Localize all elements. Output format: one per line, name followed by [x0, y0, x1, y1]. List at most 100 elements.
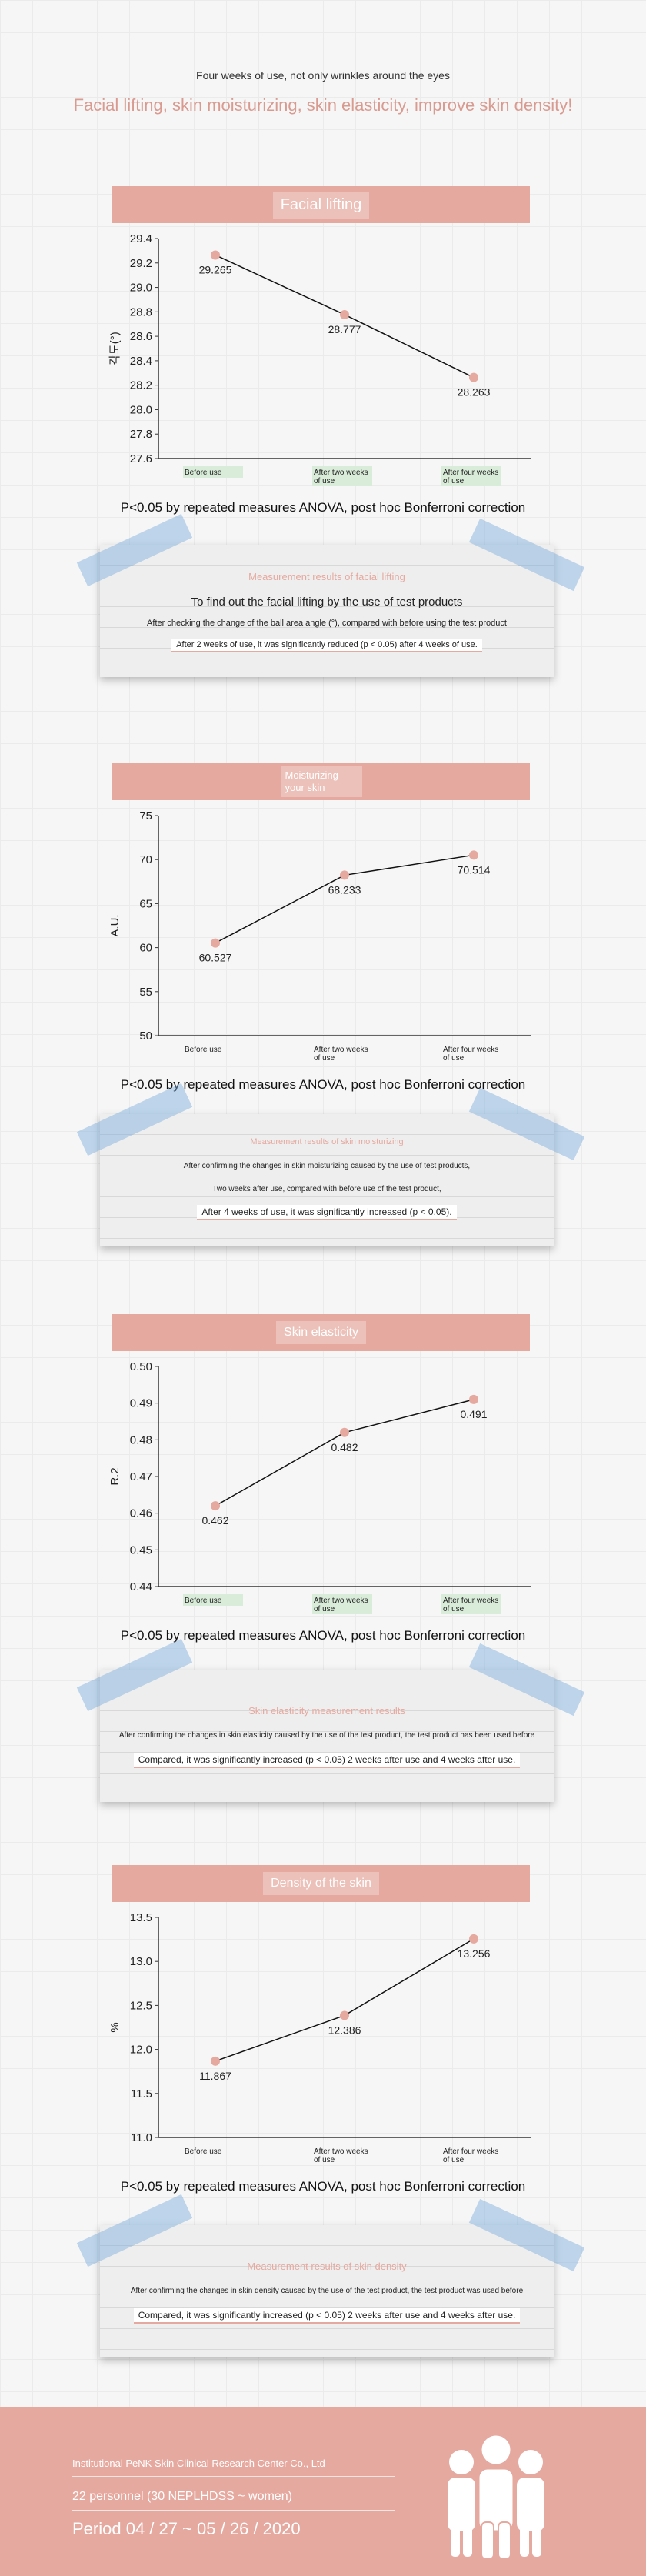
- card-title: Measurement results of skin density: [247, 2261, 407, 2272]
- y-tick-label: 11.0: [131, 2131, 152, 2144]
- y-tick-label: 13.5: [130, 1911, 152, 1924]
- footer-institution: Institutional PeNK Skin Clinical Researc…: [72, 2458, 325, 2469]
- chart-skin-density: 13.5 13.0 12.5 12.0 11.5 11.0% Before use After…: [108, 1911, 531, 2164]
- footer-period: Period 04 / 27 ~ 05 / 26 / 2020: [72, 2519, 301, 2538]
- data-label: 28.263: [458, 386, 491, 399]
- stat-note: P<0.05 by repeated measures ANOVA, post …: [120, 1628, 526, 1643]
- result-card-skin-elasticity: Skin elasticity measurement results Afte…: [76, 1638, 585, 1802]
- x-tick-label: Before use: [185, 1597, 222, 1605]
- y-axis-label: A.U.: [108, 914, 122, 936]
- card-title: Measurement results of skin moisturizing: [250, 1137, 404, 1146]
- y-tick-label: 28.0: [130, 403, 152, 416]
- y-tick-label: 0.50: [130, 1360, 152, 1373]
- x-tick-label: Before use: [185, 469, 222, 477]
- category-highlight: [441, 1594, 501, 1614]
- data-label: 68.233: [328, 883, 361, 896]
- footer: Institutional PeNK Skin Clinical Researc…: [0, 2407, 646, 2576]
- y-tick-label: 75: [139, 809, 152, 823]
- y-tick-label: 60: [139, 942, 152, 955]
- card-line-highlight: Compared, it was significantly increased…: [133, 1753, 521, 1768]
- card-title: Skin elasticity measurement results: [248, 1705, 405, 1717]
- section-label: Skin elasticity: [276, 1321, 366, 1344]
- data-point: [211, 250, 220, 260]
- series-line: [215, 1938, 475, 2062]
- chart-moisturizing: 75 70 65 60 55 50 A.U. Before use After two week…: [108, 809, 531, 1063]
- category-highlight: [441, 466, 501, 486]
- data-point: [469, 1394, 478, 1404]
- result-card-moisturizing: Measurement results of skin moisturizing…: [76, 1083, 585, 1246]
- stat-note: P<0.05 by repeated measures ANOVA, post …: [120, 2179, 526, 2194]
- y-tick-label: 13.0: [130, 1955, 152, 1968]
- section-label: Density of the skin: [263, 1872, 379, 1895]
- category-highlight: [312, 1594, 372, 1614]
- y-tick-label: 0.44: [130, 1580, 152, 1593]
- data-label: 28.777: [328, 323, 361, 335]
- y-tick-label: 12.0: [130, 2044, 152, 2057]
- data-point: [340, 870, 349, 880]
- y-axis-label: %: [108, 2022, 122, 2032]
- card-line: To find out the facial lifting by the us…: [191, 596, 463, 609]
- card-line: After confirming the changes in skin ela…: [118, 1731, 535, 1740]
- footer-personnel: 22 personnel (30 NEPLHDSS ~ women): [72, 2490, 292, 2503]
- y-tick-label: 50: [139, 1029, 152, 1043]
- x-tick-label: After two weeks of use: [314, 2147, 368, 2164]
- section-label: Facial lifting: [272, 191, 370, 219]
- data-label: 29.265: [199, 263, 232, 275]
- section-label: Moisturizing your skin: [280, 766, 362, 797]
- card-title: Measurement results of facial lifting: [248, 571, 405, 582]
- section-bar-moisturizing: Moisturizing your skin: [112, 763, 530, 800]
- data-label: 0.491: [460, 1408, 487, 1420]
- footer-divider: [72, 2476, 395, 2477]
- data-label: 12.386: [328, 2024, 361, 2036]
- data-label: 60.527: [199, 952, 232, 964]
- x-tick-label: After four weeks of use: [443, 469, 498, 486]
- data-label: 0.462: [201, 1514, 228, 1527]
- y-tick-label: 27.6: [130, 452, 152, 465]
- card-line: After confirming the changes in skin den…: [130, 2287, 524, 2295]
- intro-subtitle: Four weeks of use, not only wrinkles aro…: [196, 69, 450, 82]
- y-tick-label: 0.45: [130, 1543, 152, 1557]
- y-tick-label: 29.0: [130, 282, 152, 295]
- people-group-icon: [448, 2433, 544, 2560]
- footer-divider: [72, 2510, 395, 2511]
- category-highlight: [183, 466, 243, 478]
- data-point: [211, 938, 220, 948]
- series-line: [215, 854, 475, 944]
- chart-facial-lifting: 29.4 29.2 29.0 28.8 28.6 28.4 28.2 28.0 27.8 27.6…: [108, 232, 531, 486]
- category-highlight: [183, 1594, 243, 1606]
- y-tick-label: 0.49: [130, 1397, 152, 1410]
- data-point: [469, 850, 478, 860]
- data-point: [211, 2056, 220, 2066]
- y-tick-label: 29.2: [130, 257, 152, 270]
- section-bar-skin-density: Density of the skin: [112, 1865, 530, 1902]
- y-tick-label: 0.46: [130, 1507, 152, 1520]
- x-tick-label: After two weeks of use: [314, 1597, 368, 1613]
- stat-note: P<0.05 by repeated measures ANOVA, post …: [120, 500, 526, 515]
- intro-title: Facial lifting, skin moisturizing, skin …: [73, 95, 573, 115]
- y-tick-label: 65: [139, 897, 152, 910]
- data-label: 11.867: [199, 2070, 231, 2082]
- data-point: [340, 1427, 349, 1437]
- y-tick-label: 27.8: [130, 428, 152, 441]
- card-line: After confirming the changes in skin moi…: [183, 1162, 471, 1170]
- data-label: 0.482: [331, 1441, 358, 1453]
- tape-decoration: [76, 2194, 193, 2267]
- x-tick-label: After four weeks of use: [443, 1046, 498, 1063]
- y-tick-label: 55: [139, 986, 152, 999]
- section-bar-skin-elasticity: Skin elasticity: [112, 1314, 530, 1351]
- x-tick-label: After two weeks of use: [314, 1046, 368, 1063]
- x-tick-label: Before use: [185, 2147, 222, 2156]
- y-tick-label: 29.4: [130, 232, 152, 245]
- chart-skin-elasticity: 0.50 0.49 0.48 0.47 0.46 0.45 0.44 R.2 Before us…: [108, 1360, 531, 1614]
- result-card-facial-lifting: Measurement results of facial lifting To…: [76, 513, 585, 677]
- category-highlight: [312, 466, 372, 486]
- section-bar-facial-lifting: Facial lifting: [112, 186, 530, 223]
- data-label: 70.514: [458, 863, 491, 876]
- result-card-skin-density: Measurement results of skin density Afte…: [76, 2194, 585, 2357]
- stat-note: P<0.05 by repeated measures ANOVA, post …: [120, 1077, 526, 1092]
- x-tick-label: After four weeks of use: [443, 1597, 498, 1613]
- data-label: 13.256: [458, 1947, 491, 1960]
- y-tick-label: 28.6: [130, 330, 152, 343]
- y-tick-label: 12.5: [130, 1999, 152, 2012]
- y-axis-label: 각도(°): [108, 332, 122, 365]
